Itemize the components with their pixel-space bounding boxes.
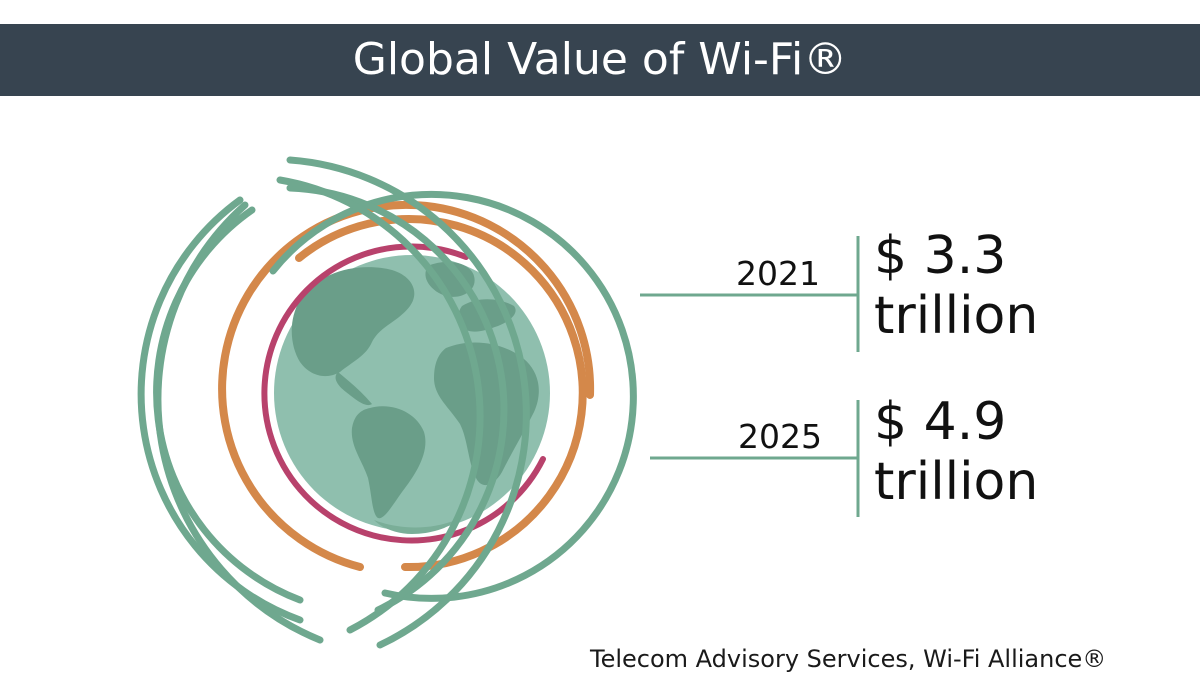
year-2021-label: 2021 — [736, 254, 820, 293]
source-credit: Telecom Advisory Services, Wi-Fi Allianc… — [590, 645, 1107, 673]
signal-rings — [137, 156, 637, 649]
value-2021-amount: $ 3.3 — [874, 226, 1007, 286]
year-2025-label: 2025 — [738, 417, 822, 456]
connector-lines — [640, 236, 860, 517]
title-banner: Global Value of Wi-Fi® — [0, 24, 1200, 96]
value-2021-unit: trillion — [874, 286, 1039, 346]
value-2025-amount: $ 4.9 — [874, 392, 1007, 452]
globe-icon — [274, 255, 550, 534]
value-2025-unit: trillion — [874, 452, 1039, 512]
page-title: Global Value of Wi-Fi® — [352, 34, 848, 85]
value-2021: $ 3.3 trillion — [874, 226, 1038, 346]
value-2025: $ 4.9 trillion — [874, 392, 1038, 512]
